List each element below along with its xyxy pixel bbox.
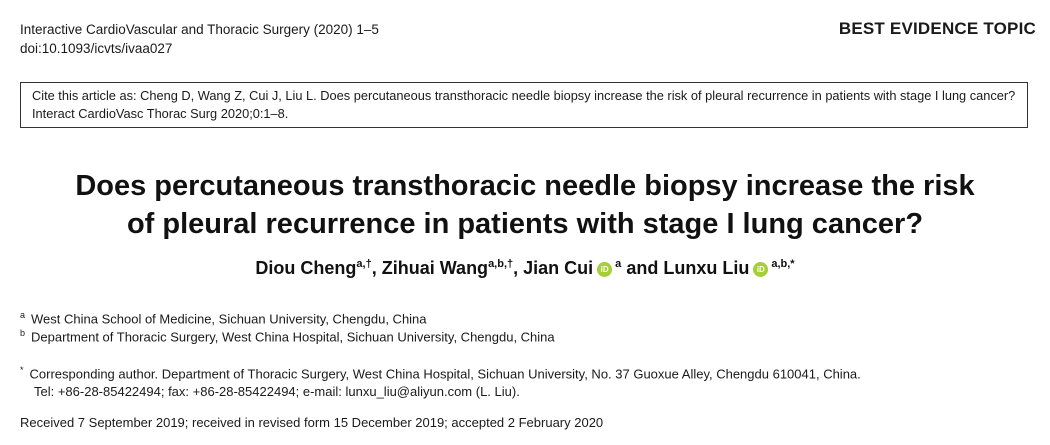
corresponding-text-1: Corresponding author. Department of Thor… (29, 366, 861, 382)
author-affiliation-mark: a,† (356, 258, 372, 270)
affiliation-mark: a (20, 310, 26, 320)
affiliation-text: West China School of Medicine, Sichuan U… (31, 311, 427, 327)
journal-citation-line: Interactive CardioVascular and Thoracic … (20, 22, 379, 37)
affiliation-item: a West China School of Medicine, Sichuan … (20, 306, 427, 328)
citation-box: Cite this article as: Cheng D, Wang Z, C… (20, 82, 1028, 128)
journal-info: Interactive CardioVascular and Thoracic … (20, 20, 379, 58)
affiliation-item: b Department of Thoracic Surgery, West Ch… (20, 324, 555, 346)
doi-link[interactable]: doi:10.1093/icvts/ivaa027 (20, 41, 173, 56)
affiliation-mark: b (20, 328, 26, 338)
corresponding-mark: * (20, 365, 24, 375)
title-line-2: of pleural recurrence in patients with s… (126, 208, 924, 240)
author-name[interactable]: Jian Cui (523, 258, 594, 278)
author-name[interactable]: Lunxu Liu (663, 258, 750, 278)
article-type-label: BEST EVIDENCE TOPIC (838, 19, 1036, 38)
author-name[interactable]: Diou Cheng (255, 258, 357, 278)
author-affiliation-mark: a,b,† (488, 258, 514, 270)
affiliation-text: Department of Thoracic Surgery, West Chi… (31, 329, 555, 345)
author-affiliation-mark: a,b,* (771, 258, 795, 270)
orcid-icon[interactable]: iD (753, 261, 769, 277)
author-name[interactable]: Zihuai Wang (381, 258, 489, 278)
author-list: Diou Chenga,†, Zihuai Wanga,b,†, Jian Cu… (255, 258, 795, 278)
author-affiliation-mark: a (615, 258, 622, 270)
received-dates: Received 7 September 2019; received in r… (20, 415, 604, 430)
orcid-icon[interactable]: iD (597, 261, 613, 277)
author-connector: and (626, 258, 659, 278)
corresponding-author: * Corresponding author. Department of Tho… (20, 361, 861, 401)
title-line-1: Does percutaneous transthoracic needle b… (75, 170, 975, 202)
article-title: Does percutaneous transthoracic needle b… (0, 167, 1050, 243)
corresponding-contact[interactable]: Tel: +86-28-85422494; fax: +86-28-854224… (34, 384, 520, 400)
